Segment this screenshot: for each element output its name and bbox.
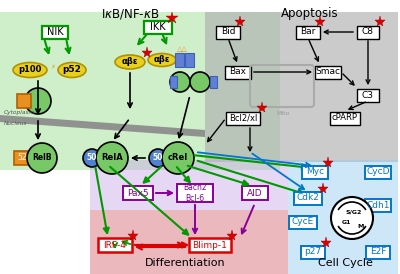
Text: C3: C3	[362, 90, 374, 99]
Circle shape	[190, 72, 210, 92]
Circle shape	[162, 142, 194, 174]
Text: 50: 50	[87, 153, 97, 162]
Text: Pax5: Pax5	[127, 189, 149, 198]
FancyBboxPatch shape	[17, 94, 31, 108]
FancyBboxPatch shape	[365, 165, 391, 178]
Text: S/G2: S/G2	[346, 210, 362, 215]
FancyBboxPatch shape	[294, 192, 322, 204]
FancyBboxPatch shape	[289, 215, 317, 229]
Text: RelA: RelA	[101, 153, 123, 162]
Text: 50: 50	[153, 153, 163, 162]
Text: CycE: CycE	[292, 218, 314, 227]
Polygon shape	[90, 160, 288, 274]
Text: IKK: IKK	[150, 22, 166, 32]
Text: cPARP: cPARP	[332, 113, 358, 122]
Polygon shape	[90, 210, 288, 274]
FancyBboxPatch shape	[42, 25, 68, 39]
FancyBboxPatch shape	[144, 21, 172, 33]
FancyBboxPatch shape	[216, 25, 240, 39]
Text: Bach2
Bcl-6: Bach2 Bcl-6	[183, 183, 207, 203]
FancyBboxPatch shape	[365, 198, 391, 212]
FancyBboxPatch shape	[123, 186, 153, 200]
Text: Myc: Myc	[306, 167, 324, 176]
Text: Smac: Smac	[316, 67, 340, 76]
Polygon shape	[288, 160, 398, 274]
Polygon shape	[0, 12, 280, 170]
Circle shape	[83, 149, 101, 167]
FancyBboxPatch shape	[170, 76, 177, 88]
Text: Cell Cycle: Cell Cycle	[318, 258, 372, 268]
Circle shape	[170, 72, 190, 92]
Text: cRel: cRel	[168, 153, 188, 162]
Text: △△: △△	[177, 46, 188, 52]
Text: M: M	[358, 224, 364, 229]
FancyBboxPatch shape	[185, 53, 194, 67]
Text: Bax: Bax	[230, 67, 246, 76]
Text: Bid: Bid	[221, 27, 235, 36]
Ellipse shape	[13, 62, 47, 78]
FancyBboxPatch shape	[357, 25, 379, 39]
Text: αβε: αβε	[154, 56, 170, 64]
Text: p27: p27	[304, 247, 322, 256]
Text: Bcl2/xl: Bcl2/xl	[229, 113, 257, 122]
Text: αβε: αβε	[122, 58, 138, 67]
Text: Nucleus: Nucleus	[4, 121, 27, 126]
FancyBboxPatch shape	[366, 246, 390, 258]
FancyBboxPatch shape	[296, 25, 320, 39]
Text: C8: C8	[362, 27, 374, 36]
Polygon shape	[205, 12, 398, 162]
Circle shape	[25, 88, 51, 114]
FancyBboxPatch shape	[226, 112, 260, 124]
Text: NIK: NIK	[47, 27, 63, 37]
FancyBboxPatch shape	[302, 165, 328, 178]
Circle shape	[331, 197, 373, 239]
Text: E2F: E2F	[370, 247, 386, 256]
FancyBboxPatch shape	[330, 112, 360, 124]
Text: Mito: Mito	[276, 111, 290, 116]
FancyBboxPatch shape	[210, 76, 217, 88]
Text: ⚡: ⚡	[50, 64, 55, 70]
Polygon shape	[0, 115, 205, 137]
FancyBboxPatch shape	[301, 246, 325, 258]
Circle shape	[27, 143, 57, 173]
Text: IRF-4: IRF-4	[104, 241, 126, 250]
FancyBboxPatch shape	[242, 186, 268, 200]
Ellipse shape	[58, 62, 86, 78]
Text: 52: 52	[17, 153, 27, 162]
Text: Cdh1: Cdh1	[366, 201, 390, 210]
FancyBboxPatch shape	[189, 238, 231, 252]
Text: Bar: Bar	[300, 27, 316, 36]
Ellipse shape	[148, 53, 176, 67]
Text: Cdk2: Cdk2	[296, 193, 320, 202]
Text: G1: G1	[342, 221, 352, 226]
FancyBboxPatch shape	[177, 184, 213, 202]
Circle shape	[96, 142, 128, 174]
Ellipse shape	[115, 55, 145, 69]
FancyBboxPatch shape	[175, 53, 184, 67]
Text: I$\kappa$B/NF-$\kappa$B: I$\kappa$B/NF-$\kappa$B	[101, 7, 159, 21]
Text: Cytoplasm: Cytoplasm	[4, 110, 35, 115]
FancyBboxPatch shape	[315, 65, 341, 78]
FancyBboxPatch shape	[98, 238, 132, 252]
Text: CycD: CycD	[366, 167, 390, 176]
Text: Apoptosis: Apoptosis	[281, 7, 339, 20]
Text: RelB: RelB	[32, 153, 52, 162]
FancyBboxPatch shape	[357, 89, 379, 101]
Circle shape	[149, 149, 167, 167]
Text: Blimp-1: Blimp-1	[192, 241, 228, 250]
Text: p52: p52	[62, 65, 82, 75]
FancyBboxPatch shape	[14, 151, 30, 165]
Text: p100: p100	[18, 65, 42, 75]
Text: Differentiation: Differentiation	[145, 258, 225, 268]
Text: AID: AID	[247, 189, 263, 198]
FancyBboxPatch shape	[225, 65, 251, 78]
